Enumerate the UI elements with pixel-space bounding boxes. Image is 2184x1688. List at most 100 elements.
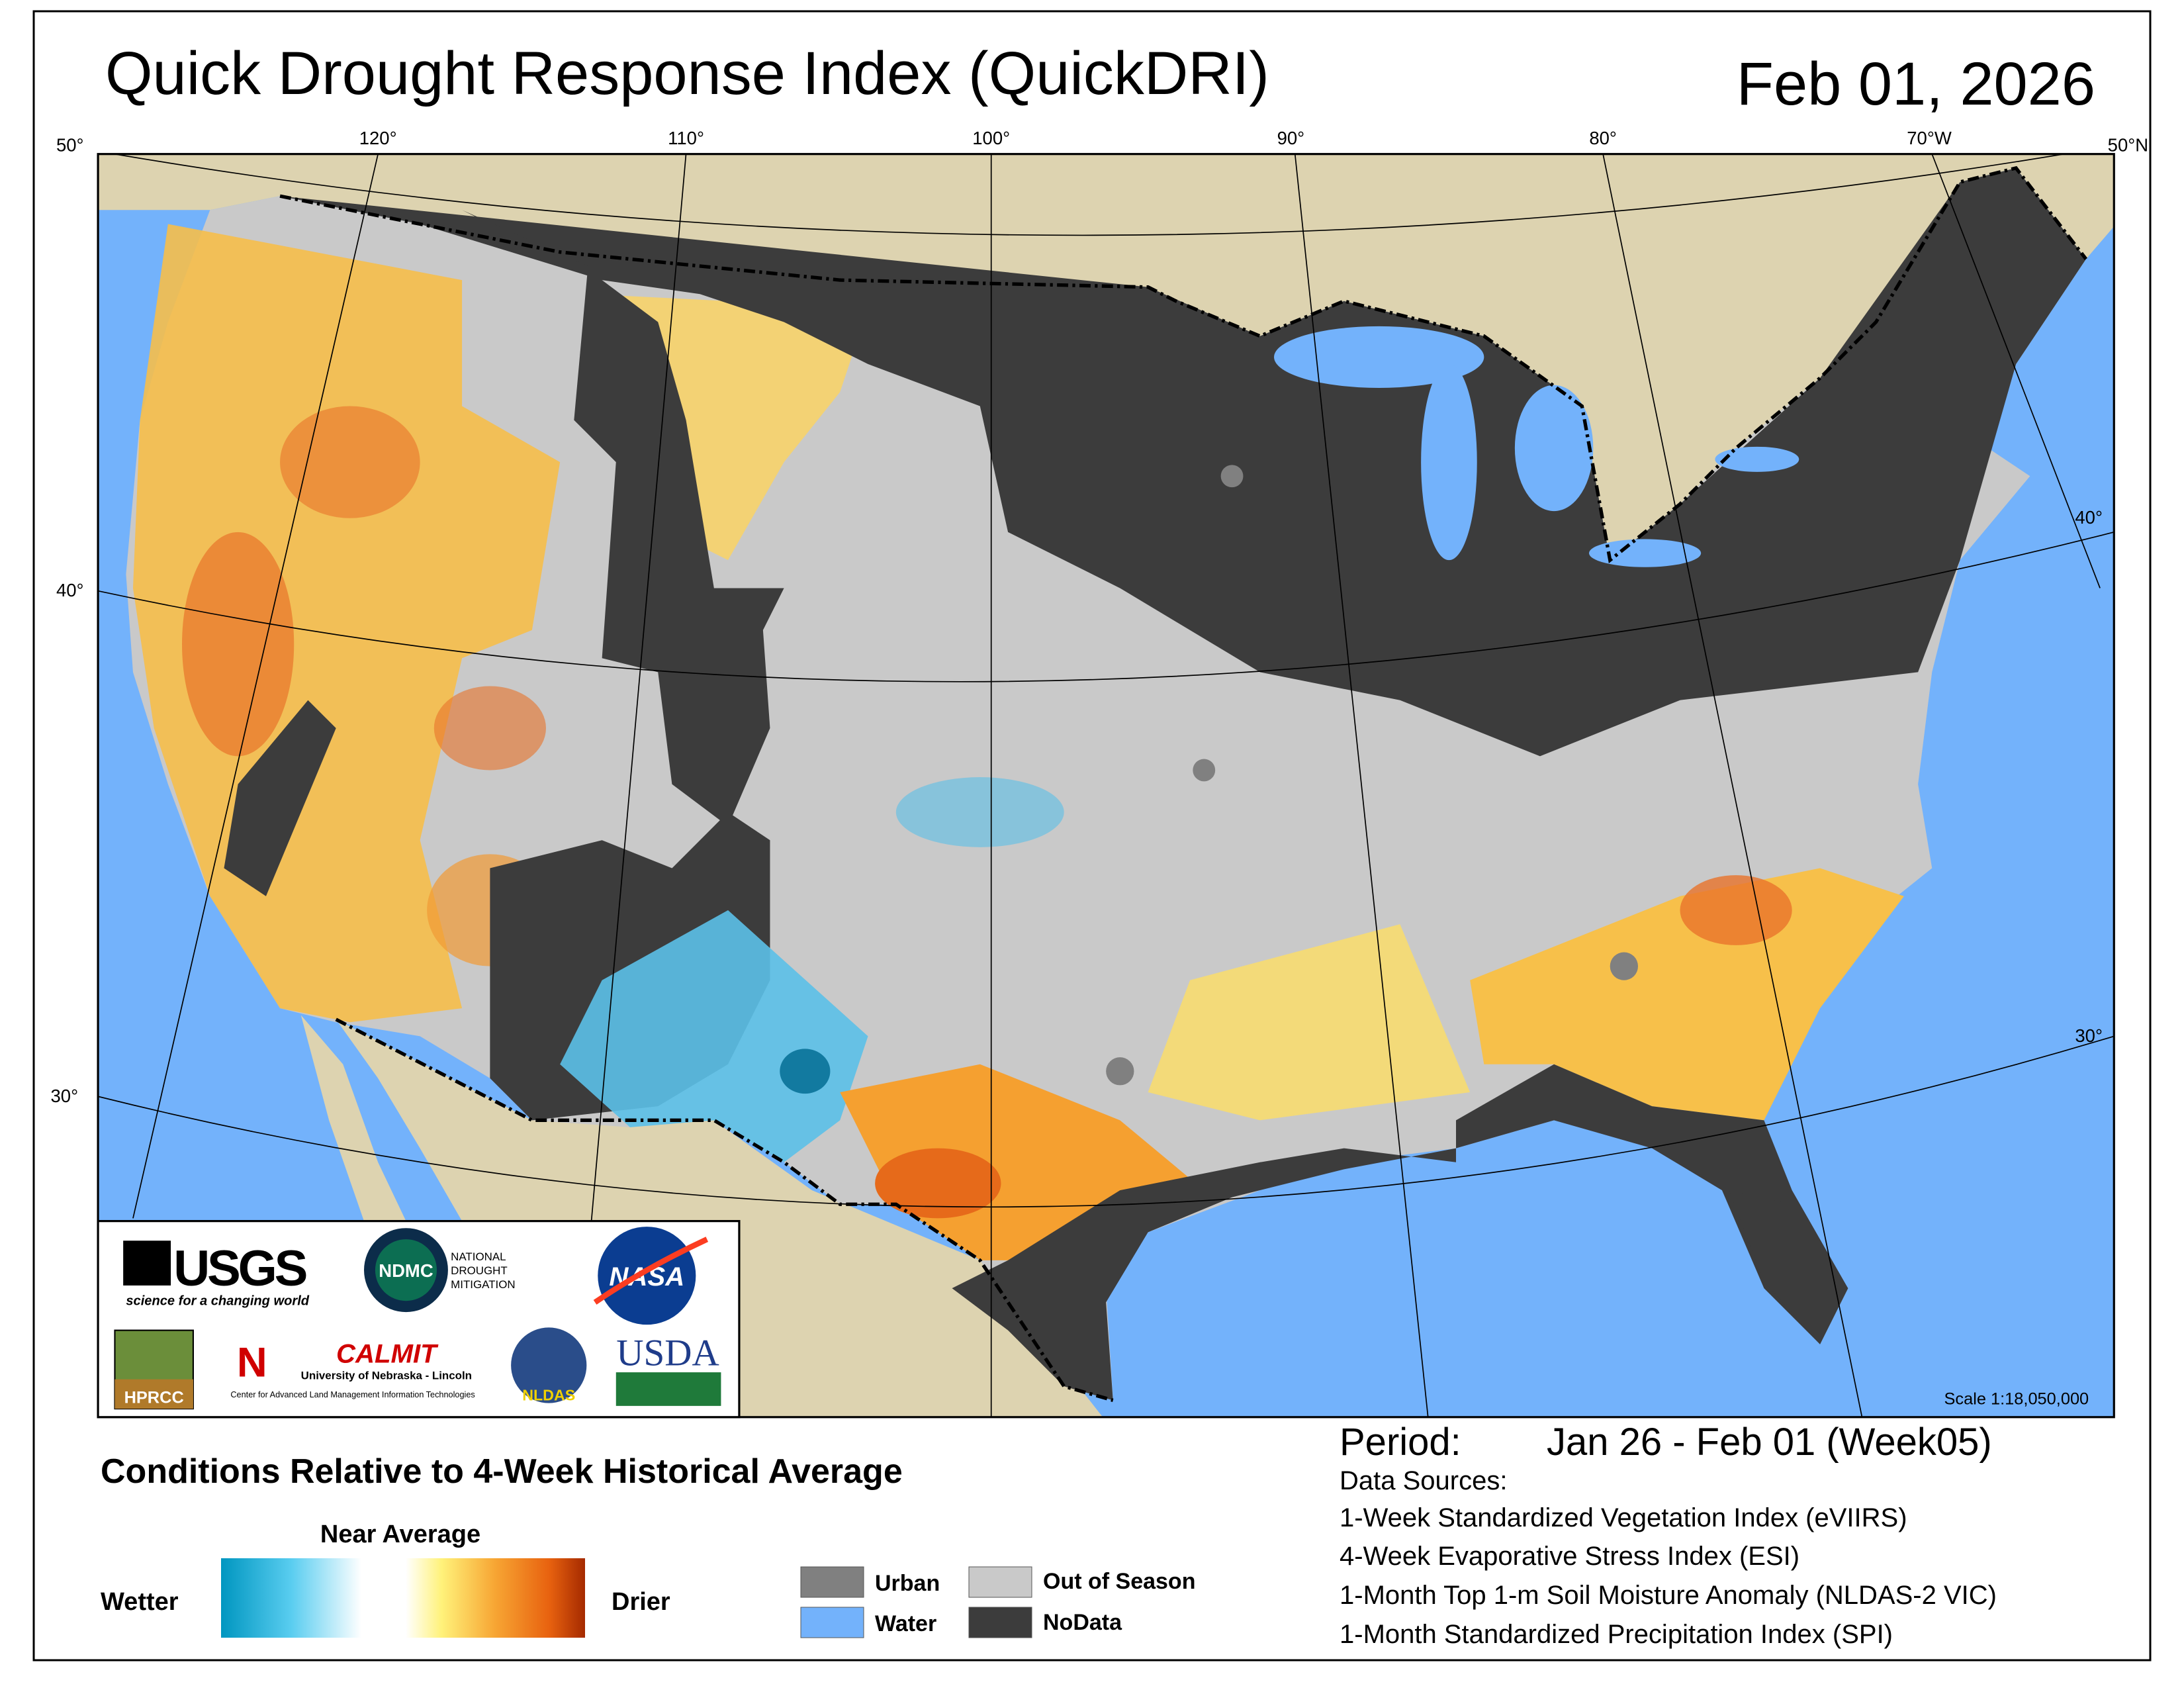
usgs-tagline: science for a changing world [126,1294,309,1309]
lon-label: 120° [359,128,397,148]
mexico [336,1019,1103,1417]
lake-erie [1588,539,1702,567]
urban [1220,465,1244,488]
legend-nodata-swatch [968,1607,1032,1638]
usda-logo: USDA [616,1333,719,1374]
meridian [1602,154,1863,1417]
hprcc-logo: HPRCC [124,1389,184,1407]
legend-nodata: NoData [1043,1610,1122,1635]
dry-patch [182,532,295,757]
map: 50° 120° 110° 100° 90° 80° 70°W 50°N 40°… [51,128,2149,1419]
parallel [111,154,2068,236]
ndmc-logo: NDMC [379,1260,433,1281]
wet-patch [780,1049,831,1094]
usda-field [615,1372,721,1406]
nasa-meatball [598,1227,696,1325]
map-scale: Scale 1:18,050,000 [1944,1390,2089,1409]
lat-label: 50° [56,134,84,155]
data-sources-title: Data Sources: [1340,1466,1507,1495]
hprcc-ground [114,1379,193,1409]
calmit-name: Center for Advanced Land Management Info… [230,1390,475,1399]
nldas-seal [511,1327,587,1403]
lat-label: 30° [2075,1025,2103,1046]
unl-name: University of Nebraska - Lincoln [301,1370,472,1382]
nasa-swoosh [593,1237,709,1305]
nodata-gulf-coast [952,1064,1848,1401]
lon-label: 110° [668,128,704,148]
unl-n: N [237,1339,267,1385]
legend-title: Conditions Relative to 4-Week Historical… [101,1452,903,1491]
lat-label: 40° [56,580,84,600]
parallel [98,532,2115,682]
dry-patch [875,1148,1001,1219]
lat-label: 50°N [2108,134,2148,155]
usgs-logo: USGS [173,1241,306,1297]
legend-out-of-season: Out of Season [1043,1569,1195,1594]
legend-water-swatch [800,1607,864,1638]
dry-patch [1680,875,1792,945]
title: Quick Drought Response Index (QuickDRI) [105,40,1269,107]
legend-urban: Urban [875,1571,940,1596]
period-label: Period: [1340,1421,1461,1464]
graticule [98,154,2115,1417]
urban [1610,952,1639,980]
nldas-logo: NLDAS [522,1386,575,1403]
urban [1193,759,1216,782]
legend-dry-ramp [406,1558,585,1638]
legend-urban-swatch [800,1566,864,1598]
lat-label: 40° [2075,507,2103,528]
nodata-florida [1729,1190,1848,1344]
nodata-sierra [224,700,336,896]
baja [300,1015,406,1221]
meridian [1931,154,2101,588]
lake-michigan [1421,364,1477,561]
lon-label: 80° [1589,128,1617,148]
legend-near-average: Near Average [320,1521,480,1548]
meridian [132,154,379,1219]
data-source: 4-Week Evaporative Stress Index (ESI) [1340,1542,1799,1571]
outer-border [32,10,2152,1662]
lon-label: 70°W [1907,128,1952,148]
data-source: 1-Month Top 1-m Soil Moisture Anomaly (N… [1340,1581,1997,1610]
graticule-labels: 50° 120° 110° 100° 90° 80° 70°W 50°N 40°… [51,128,2149,1106]
data-source: 1-Month Standardized Precipitation Index… [1340,1620,1893,1649]
nodata-north [280,167,2086,757]
ndmc-name-box: NATIONAL DROUGHT MITIGATION CENTER [451,1250,516,1291]
lake-superior [1274,326,1484,388]
data-source: 1-Week Standardized Vegetation Index (eV… [1340,1503,1907,1532]
midsouth-dry-area [1148,924,1471,1121]
usgs-mark [123,1241,171,1286]
legend-water: Water [875,1611,936,1636]
lake-ontario [1715,446,1799,472]
dry-patch [433,686,547,771]
wet-area [560,910,868,1162]
lon-label: 100° [972,128,1010,148]
legend-wetter: Wetter [101,1588,179,1616]
logo-box: USGS science for a changing world NDMC N… [97,1220,741,1419]
map-frame [97,153,2115,1419]
border-north [279,165,2088,563]
meridian [1294,154,1429,1417]
ndmc-name: NATIONAL DROUGHT MITIGATION CENTER [451,1250,516,1291]
nodata-rockies [462,210,784,827]
calmit-logo: CALMIT [336,1338,439,1368]
southeast-dry-area [1470,868,1904,1121]
legend-out-of-season-swatch [968,1566,1032,1598]
dry-patch [280,406,420,518]
legend-wet-ramp [221,1558,361,1638]
date: Feb 01, 2026 [1737,50,2095,118]
lon-label: 90° [1277,128,1305,148]
parallel [98,1035,2115,1208]
lat-label: 30° [51,1086,79,1106]
meridian [573,154,687,1417]
urban [1106,1057,1134,1086]
period-value: Jan 26 - Feb 01 (Week05) [1547,1421,1992,1464]
wet-patch [895,777,1064,847]
map-body [98,154,2115,1417]
ndmc-seal-inner [375,1239,437,1301]
legend-drier: Drier [612,1588,670,1616]
lake-huron [1514,385,1594,512]
